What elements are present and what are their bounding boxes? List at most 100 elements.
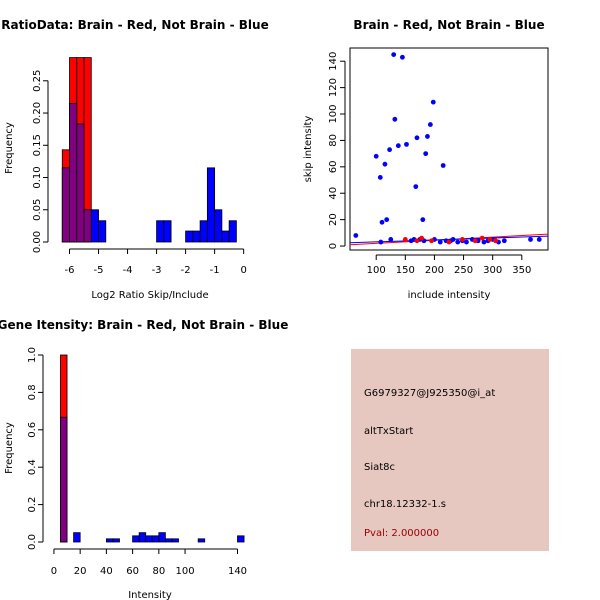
scatter-point-not-brain	[440, 163, 446, 168]
scatter-y-tick-label: 140	[328, 52, 339, 71]
info-probe-id: G6979327@J925350@i_at	[364, 388, 495, 399]
scatter-point-not-brain	[450, 237, 456, 242]
scatter-point-not-brain	[481, 239, 487, 245]
gene-intensity-axes: 0 20 40 60 80 100 140 0.0 0.2 0.4 0.6 0.8 1.0	[27, 347, 247, 577]
gene-intensity-not-brain-bar	[171, 538, 179, 543]
gene-intensity-y-tick-label: 1.0	[27, 347, 38, 363]
scatter-x-tick-label: 100	[367, 265, 386, 276]
info-event-type: altTxStart	[364, 426, 413, 437]
scatter-point-not-brain	[395, 143, 401, 149]
info-gene: Siat8c	[364, 462, 395, 473]
ratio-histogram-ylabel: Frequency	[4, 122, 15, 174]
scatter-point-not-brain	[427, 122, 433, 127]
scatter-title: Brain - Red, Not Brain - Blue	[353, 18, 544, 32]
ratio-histogram-not-brain-bar	[76, 123, 85, 243]
gene-intensity-not-brain-bar	[158, 532, 166, 543]
ratio-histogram-not-brain-bar	[199, 220, 208, 243]
scatter-point-not-brain	[379, 219, 385, 225]
scatter-point-brain	[493, 238, 498, 244]
scatter-y-tick-label: 20	[328, 213, 339, 226]
ratio-histogram-x-tick-label: -1	[210, 265, 220, 276]
intensity-scatter-panel: Brain - Red, Not Brain - Blue 100 150 200 2…	[303, 18, 549, 301]
ratio-histogram-not-brain-bar	[69, 102, 78, 243]
scatter-point-brain	[402, 237, 408, 242]
scatter-point-not-brain	[392, 116, 398, 122]
ratio-histogram-y-tick-label: 0.15	[32, 134, 43, 156]
gene-intensity-x-tick-label: 140	[228, 566, 247, 577]
gene-intensity-not-brain-bar	[60, 416, 68, 543]
scatter-point-not-brain	[387, 147, 392, 153]
gene-intensity-not-brain-bar	[132, 535, 140, 543]
ratio-histogram-not-brain-bar	[185, 230, 194, 243]
scatter-point-not-brain	[377, 174, 383, 180]
ratio-histogram-y-tick-label: 0.05	[32, 199, 43, 221]
ratio-histogram-x-tick-label: -6	[65, 265, 75, 276]
scatter-point-brain	[472, 238, 478, 244]
scatter-points	[353, 52, 542, 245]
gene-intensity-not-brain-bar	[151, 535, 160, 543]
ratio-histogram-not-brain-bars	[61, 102, 237, 243]
scatter-plot-frame	[349, 47, 549, 251]
ratio-histogram-not-brain-bar	[156, 220, 165, 243]
ratio-histogram-not-brain-bar	[61, 167, 70, 243]
gene-intensity-y-tick-label: 0.8	[27, 384, 38, 400]
ratio-histogram-x-tick-label: -3	[152, 265, 162, 276]
scatter-y-tick-label: 120	[328, 78, 339, 97]
ratio-histogram-not-brain-bar	[163, 220, 172, 243]
scatter-x-tick-label: 300	[483, 265, 502, 276]
scatter-point-not-brain	[430, 99, 436, 105]
gene-intensity-not-brain-bar	[138, 532, 147, 543]
scatter-point-not-brain	[464, 239, 469, 245]
ratio-histogram-not-brain-bar	[206, 167, 216, 243]
scatter-point-not-brain	[413, 184, 419, 190]
scatter-point-not-brain	[404, 141, 409, 147]
scatter-point-brain	[459, 237, 465, 242]
ratio-histogram-not-brain-bar	[221, 230, 230, 243]
gene-intensity-x-tick-label: 0	[51, 566, 57, 577]
gene-intensity-y-tick-label: 0.2	[27, 497, 38, 513]
scatter-ylabel: skip intensity	[303, 116, 314, 183]
gene-intensity-y-tick-label: 0.6	[27, 422, 38, 438]
scatter-point-not-brain	[414, 135, 420, 141]
scatter-x-tick-label: 200	[425, 265, 444, 276]
info-panel: G6979327@J925350@i_at altTxStart Siat8c …	[351, 349, 549, 551]
scatter-x-tick-label: 350	[512, 265, 531, 276]
scatter-point-not-brain	[378, 239, 384, 245]
ratio-histogram-axes: -6 -5 -4 -3 -2 -1 0 0.00 0.05 0.10 0.15 0.20 0.25	[32, 70, 247, 276]
ratio-histogram-y-tick-label: 0.20	[32, 102, 43, 124]
gene-intensity-x-tick-label: 60	[126, 566, 139, 577]
scatter-point-not-brain	[536, 237, 542, 242]
ratio-histogram-not-brain-bar	[98, 220, 107, 243]
scatter-point-not-brain	[425, 134, 430, 139]
info-panel-background	[351, 349, 549, 551]
ratio-histogram-not-brain-bar	[90, 209, 99, 243]
gene-intensity-y-tick-label: 0.4	[27, 459, 38, 475]
scatter-point-not-brain	[423, 151, 429, 157]
gene-intensity-not-brain-bars	[60, 416, 245, 543]
gene-intensity-x-tick-label: 20	[74, 566, 87, 577]
gene-intensity-x-tick-label: 80	[152, 566, 165, 577]
scatter-y-tick-label: 40	[328, 187, 339, 200]
scatter-y-tick-label: 100	[328, 104, 339, 123]
ratio-histogram-x-tick-label: -2	[181, 265, 191, 276]
gene-intensity-not-brain-bar	[197, 538, 206, 543]
scatter-xlabel: include intensity	[408, 290, 491, 301]
scatter-point-not-brain	[353, 233, 359, 238]
gene-intensity-ylabel: Frequency	[4, 422, 15, 474]
gene-intensity-not-brain-bar	[145, 535, 153, 543]
ratio-histogram-not-brain-bar	[192, 230, 201, 243]
scatter-point-not-brain	[400, 54, 405, 60]
ratio-histogram-not-brain-bar	[228, 220, 237, 243]
scatter-point-not-brain	[391, 52, 397, 58]
gene-intensity-xlabel: Intensity	[128, 590, 172, 600]
info-location: chr18.12332-1.s	[364, 499, 446, 510]
ratio-histogram-y-tick-label: 0.00	[32, 231, 43, 253]
ratio-histogram-title: RatioData: Brain - Red, Not Brain - Blue	[1, 18, 268, 32]
scatter-y-tick-label: 80	[328, 134, 339, 147]
ratio-histogram-not-brain-bar	[83, 209, 92, 243]
scatter-point-brain	[479, 235, 485, 241]
ratio-histogram-y-tick-label: 0.10	[32, 166, 43, 188]
scatter-point-brain	[446, 239, 452, 245]
scatter-plot-box	[349, 47, 549, 251]
scatter-point-not-brain	[373, 153, 379, 159]
